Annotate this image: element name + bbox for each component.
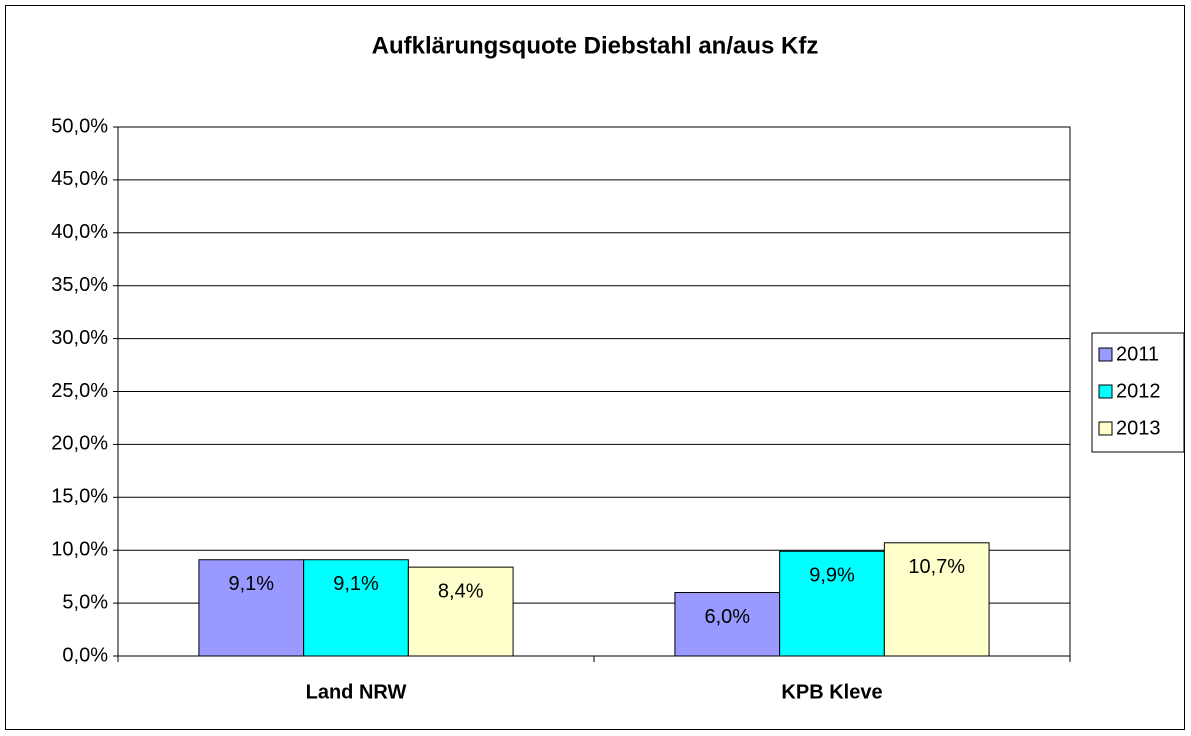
data-label: 6,0% [704,606,750,628]
y-tick-label: 30,0% [51,327,108,349]
bar [883,542,990,657]
x-tick-label: KPB Kleve [781,681,882,703]
y-tick-label: 15,0% [51,486,108,508]
legend-label: 2013 [1116,417,1161,439]
bar [779,550,885,657]
data-label: 10,7% [908,556,965,578]
legend-swatch [1098,347,1113,362]
y-tick-label: 5,0% [62,591,108,613]
y-tick-label: 40,0% [51,221,108,243]
data-label: 9,1% [228,573,274,595]
y-tick-label: 50,0% [51,115,108,137]
y-tick-label: 45,0% [51,168,108,190]
data-label: 9,1% [333,573,379,595]
y-tick-label: 0,0% [62,644,108,666]
legend-swatch [1098,421,1113,436]
bar [303,559,409,657]
chart-title: Aufklärungsquote Diebstahl an/aus Kfz [372,32,819,59]
bar [674,592,781,657]
bar [407,566,514,657]
y-tick-label: 35,0% [51,274,108,296]
y-tick-label: 20,0% [51,433,108,455]
x-tick-label: Land NRW [306,681,407,703]
legend-label: 2011 [1116,343,1159,365]
y-tick-label: 10,0% [51,538,108,560]
legend-swatch [1098,384,1113,399]
legend-label: 2012 [1116,380,1161,402]
y-tick-label: 25,0% [51,380,108,402]
data-label: 8,4% [438,580,484,602]
data-label: 9,9% [809,565,855,587]
